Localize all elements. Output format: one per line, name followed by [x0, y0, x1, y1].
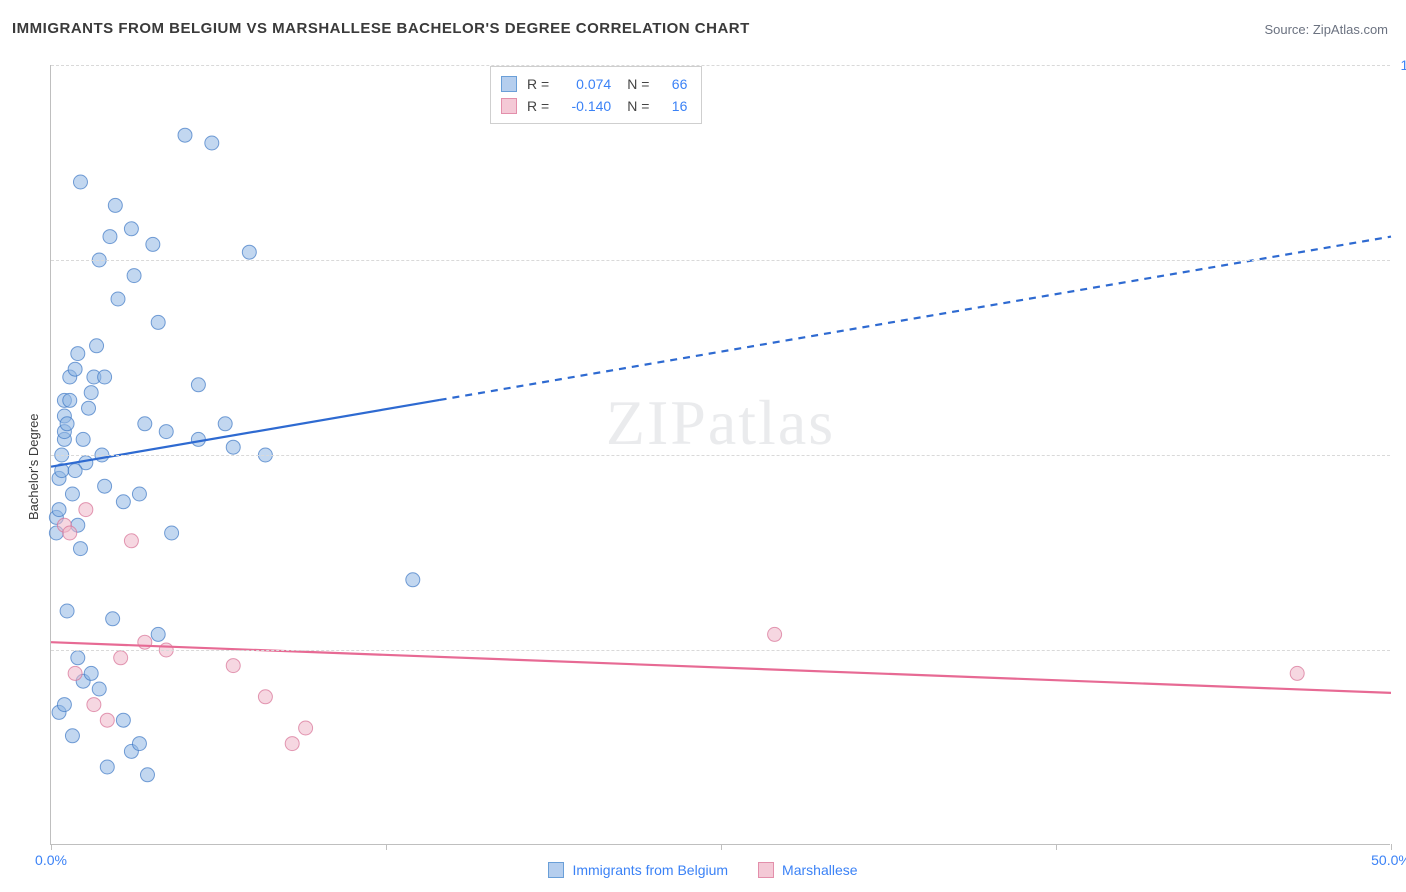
- plot-area: ZIPatlas 25.0%50.0%75.0%100.0%0.0%50.0%: [50, 65, 1390, 845]
- scatter-point: [178, 128, 192, 142]
- gridline: [51, 65, 1390, 66]
- legend-series: Immigrants from Belgium Marshallese: [0, 862, 1406, 878]
- scatter-point: [68, 666, 82, 680]
- scatter-point: [191, 432, 205, 446]
- legend-row: R = 0.074 N = 66: [501, 73, 687, 95]
- legend-item: Immigrants from Belgium: [548, 862, 728, 878]
- scatter-point: [226, 440, 240, 454]
- scatter-point: [132, 487, 146, 501]
- scatter-point: [242, 245, 256, 259]
- scatter-point: [111, 292, 125, 306]
- n-label: N =: [627, 95, 649, 117]
- scatter-point: [106, 612, 120, 626]
- scatter-point: [90, 339, 104, 353]
- x-tick: [386, 844, 387, 850]
- scatter-point: [52, 503, 66, 517]
- legend-swatch: [501, 98, 517, 114]
- legend-swatch: [548, 862, 564, 878]
- legend-item: Marshallese: [758, 862, 857, 878]
- scatter-point: [92, 682, 106, 696]
- scatter-point: [226, 659, 240, 673]
- scatter-point: [71, 347, 85, 361]
- y-axis-label: Bachelor's Degree: [26, 413, 41, 520]
- scatter-point: [258, 690, 272, 704]
- r-label: R =: [527, 73, 549, 95]
- scatter-point: [191, 378, 205, 392]
- chart-container: IMMIGRANTS FROM BELGIUM VS MARSHALLESE B…: [0, 0, 1406, 892]
- scatter-point: [73, 175, 87, 189]
- scatter-point: [132, 737, 146, 751]
- scatter-point: [146, 237, 160, 251]
- scatter-point: [138, 417, 152, 431]
- scatter-point: [73, 542, 87, 556]
- scatter-point: [100, 760, 114, 774]
- scatter-point: [65, 729, 79, 743]
- r-label: R =: [527, 95, 549, 117]
- scatter-point: [138, 635, 152, 649]
- scatter-point: [98, 370, 112, 384]
- x-tick: [51, 844, 52, 850]
- scatter-point: [205, 136, 219, 150]
- y-tick-label: 100.0%: [1401, 57, 1406, 73]
- x-tick: [1391, 844, 1392, 850]
- scatter-point: [218, 417, 232, 431]
- n-value: 16: [659, 95, 687, 117]
- n-value: 66: [659, 73, 687, 95]
- trend-line: [51, 400, 440, 467]
- legend-label: Marshallese: [782, 862, 857, 878]
- scatter-point: [124, 534, 138, 548]
- scatter-point: [165, 526, 179, 540]
- scatter-point: [100, 713, 114, 727]
- scatter-point: [84, 386, 98, 400]
- scatter-point: [98, 479, 112, 493]
- scatter-point: [68, 362, 82, 376]
- scatter-point: [116, 495, 130, 509]
- scatter-point: [57, 698, 71, 712]
- scatter-point: [151, 315, 165, 329]
- legend-row: R = -0.140 N = 16: [501, 95, 687, 117]
- scatter-point: [87, 698, 101, 712]
- legend-correlation: R = 0.074 N = 66 R = -0.140 N = 16: [490, 66, 702, 124]
- scatter-point: [68, 464, 82, 478]
- scatter-point: [60, 604, 74, 618]
- r-value: -0.140: [559, 95, 611, 117]
- scatter-point: [84, 666, 98, 680]
- scatter-point: [63, 526, 77, 540]
- scatter-point: [151, 627, 165, 641]
- scatter-point: [65, 487, 79, 501]
- scatter-point: [60, 417, 74, 431]
- scatter-point: [159, 425, 173, 439]
- scatter-point: [82, 401, 96, 415]
- source-label: Source: ZipAtlas.com: [1264, 22, 1388, 37]
- scatter-point: [63, 393, 77, 407]
- scatter-point: [768, 627, 782, 641]
- scatter-point: [285, 737, 299, 751]
- scatter-point: [108, 198, 122, 212]
- trend-line-dashed: [440, 237, 1391, 400]
- x-tick: [1056, 844, 1057, 850]
- scatter-point: [103, 230, 117, 244]
- scatter-point: [76, 432, 90, 446]
- scatter-point: [79, 503, 93, 517]
- n-label: N =: [627, 73, 649, 95]
- scatter-point: [114, 651, 128, 665]
- scatter-point: [406, 573, 420, 587]
- scatter-point: [299, 721, 313, 735]
- gridline: [51, 455, 1390, 456]
- x-tick: [721, 844, 722, 850]
- r-value: 0.074: [559, 73, 611, 95]
- scatter-point: [140, 768, 154, 782]
- scatter-point: [127, 269, 141, 283]
- legend-swatch: [501, 76, 517, 92]
- scatter-point: [116, 713, 130, 727]
- gridline: [51, 260, 1390, 261]
- gridline: [51, 650, 1390, 651]
- scatter-point: [1290, 666, 1304, 680]
- scatter-point: [71, 651, 85, 665]
- scatter-point: [124, 222, 138, 236]
- legend-swatch: [758, 862, 774, 878]
- chart-title: IMMIGRANTS FROM BELGIUM VS MARSHALLESE B…: [12, 20, 750, 37]
- legend-label: Immigrants from Belgium: [572, 862, 728, 878]
